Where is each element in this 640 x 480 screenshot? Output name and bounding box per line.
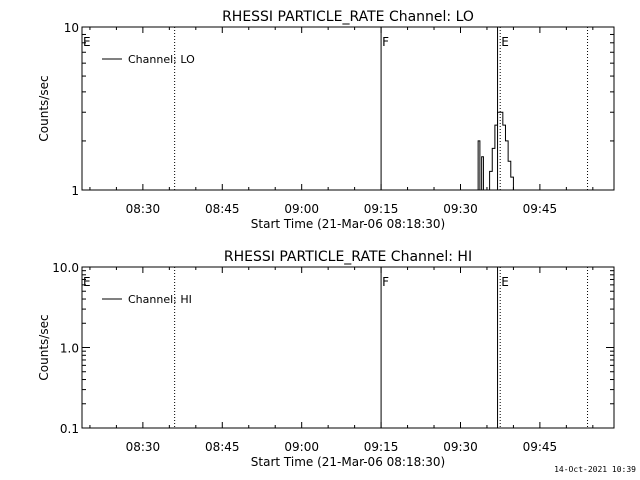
chart-title: RHESSI PARTICLE_RATE Channel: HI (224, 249, 472, 265)
x-axis-label: Start Time (21-Mar-06 08:18:30) (251, 217, 445, 231)
plot-frame (81, 266, 615, 429)
footer-timestamp: 14-Oct-2021 10:39 (554, 465, 636, 474)
event-marker-label: F (382, 275, 389, 289)
x-axis-label: Start Time (21-Mar-06 08:18:30) (251, 455, 445, 469)
event-marker-label: E (501, 275, 509, 289)
event-marker-label: E (83, 35, 91, 49)
y-axis-label: Counts/sec (37, 75, 51, 141)
chart-panel-2: RHESSI PARTICLE_RATE Channel: HI Start Ti… (37, 249, 615, 469)
series-line (476, 111, 517, 191)
event-marker-label: E (83, 275, 91, 289)
x-tick-label: 09:45 (523, 202, 558, 216)
chart-panel-1: RHESSI PARTICLE_RATE Channel: LO Start Ti… (37, 9, 615, 231)
x-tick-label: 09:45 (523, 440, 558, 454)
y-tick-label: 10.0 (52, 261, 79, 275)
x-tick-label: 08:30 (126, 202, 161, 216)
legend-label: Channel: HI (128, 293, 192, 306)
y-tick-label: 10 (64, 21, 79, 35)
x-tick-label: 09:30 (443, 202, 478, 216)
chart-title: RHESSI PARTICLE_RATE Channel: LO (222, 9, 474, 25)
x-tick-label: 09:15 (364, 440, 399, 454)
y-tick-label: 0.1 (60, 422, 79, 436)
x-tick-label: 09:00 (284, 202, 319, 216)
x-tick-label: 08:45 (205, 202, 240, 216)
x-tick-label: 08:30 (126, 440, 161, 454)
x-tick-label: 08:45 (205, 440, 240, 454)
event-marker-label: F (382, 35, 389, 49)
x-tick-label: 09:00 (284, 440, 319, 454)
event-marker-label: E (501, 35, 509, 49)
x-tick-label: 09:15 (364, 202, 399, 216)
legend-label: Channel: LO (128, 53, 195, 66)
y-tick-label: 1.0 (60, 342, 79, 356)
y-axis-label: Counts/sec (37, 314, 51, 380)
plot-frame (81, 26, 615, 191)
y-tick-label: 1 (71, 184, 79, 198)
x-tick-label: 09:30 (443, 440, 478, 454)
